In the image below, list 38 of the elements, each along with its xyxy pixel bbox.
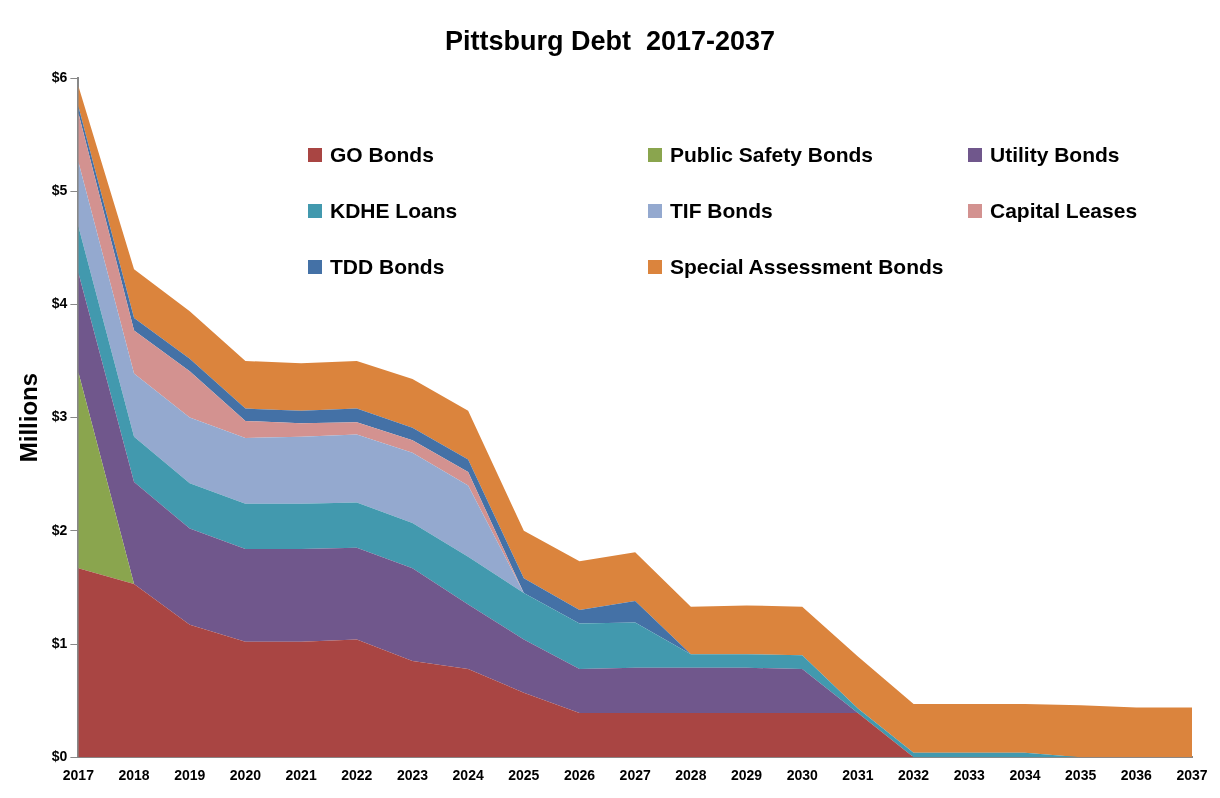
- chart-title: Pittsburg Debt 2017-2037: [443, 26, 777, 57]
- x-tick-label: 2036: [1120, 767, 1153, 784]
- legend-label: Public Safety Bonds: [670, 143, 874, 167]
- legend-label: GO Bonds: [330, 143, 434, 167]
- x-tick-label: 2024: [452, 767, 484, 784]
- x-tick-label: 2031: [842, 767, 874, 784]
- y-tick-label: $0: [51, 748, 68, 765]
- x-tick-label: 2021: [285, 767, 317, 784]
- x-tick-label: 2023: [396, 767, 429, 784]
- y-tick-label: $5: [51, 182, 68, 199]
- legend-label: Capital Leases: [990, 199, 1138, 223]
- x-tick-label: 2025: [508, 767, 540, 784]
- x-tick-label: 2020: [229, 767, 262, 784]
- x-tick-label: 2026: [563, 767, 596, 784]
- y-axis-title: Millions: [15, 372, 43, 463]
- legend-label: TDD Bonds: [330, 255, 445, 279]
- x-tick-label: 2033: [953, 767, 986, 784]
- y-tick-label: $4: [51, 295, 68, 312]
- legend-label: Special Assessment Bonds: [670, 255, 944, 279]
- x-tick-label: 2029: [730, 767, 763, 784]
- x-tick-label: 2035: [1065, 767, 1097, 784]
- y-tick-label: $1: [51, 634, 68, 651]
- x-tick-label: 2017: [62, 767, 95, 784]
- y-tick-label: $2: [51, 521, 68, 538]
- x-tick-label: 2032: [898, 767, 930, 784]
- legend-label: KDHE Loans: [330, 199, 458, 223]
- x-tick-label: 2019: [174, 767, 206, 784]
- legend-label: Utility Bonds: [990, 143, 1120, 167]
- x-tick-label: 2022: [341, 767, 373, 784]
- legend-label: TIF Bonds: [670, 199, 773, 223]
- x-tick-label: 2037: [1176, 767, 1208, 784]
- x-tick-label: 2027: [619, 767, 651, 784]
- x-tick-label: 2028: [675, 767, 707, 784]
- x-tick-label: 2034: [1009, 767, 1041, 784]
- x-tick-label: 2018: [118, 767, 150, 784]
- y-tick-label: $6: [51, 68, 68, 85]
- x-tick-label: 2030: [786, 767, 819, 784]
- y-tick-label: $3: [51, 408, 68, 425]
